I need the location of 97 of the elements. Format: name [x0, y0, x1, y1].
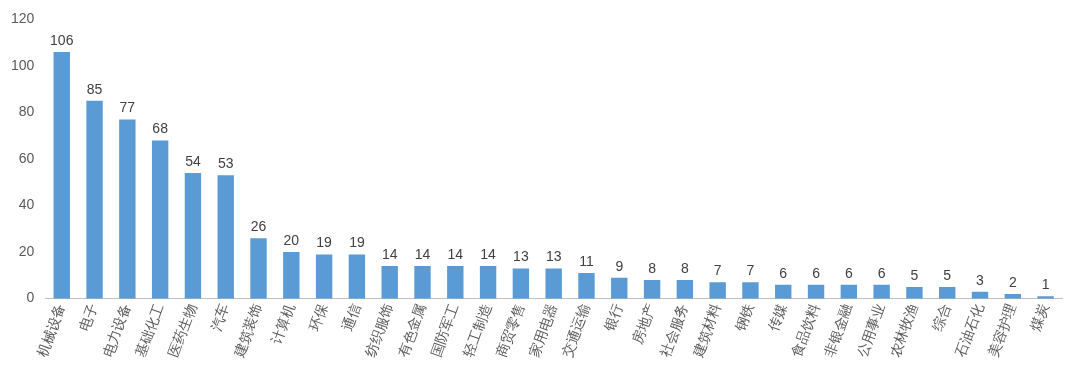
- x-tick-label: 机械设备: [33, 301, 68, 360]
- bar: [86, 100, 103, 299]
- y-tick-label: 80: [18, 103, 35, 120]
- x-tick-label: 建筑材料: [689, 301, 724, 361]
- data-label: 11: [579, 252, 594, 269]
- data-label: 5: [943, 266, 952, 283]
- x-tick-label: 通信: [338, 301, 364, 334]
- data-label: 20: [283, 231, 300, 248]
- data-label: 5: [910, 266, 919, 283]
- data-label: 14: [480, 245, 497, 262]
- data-label: 14: [414, 245, 431, 262]
- data-label: 3: [976, 271, 985, 288]
- bar: [447, 266, 464, 299]
- bar: [906, 287, 923, 299]
- x-tick-label: 煤炭: [1027, 301, 1052, 334]
- bar: [53, 51, 70, 299]
- bar: [676, 280, 694, 299]
- x-tick-label: 社会服务: [656, 301, 692, 360]
- bar: [775, 284, 792, 299]
- data-label: 8: [648, 259, 657, 276]
- data-label: 77: [119, 99, 136, 116]
- data-label: 13: [513, 248, 529, 265]
- bar: [283, 252, 300, 299]
- x-tick-label: 传媒: [764, 301, 790, 334]
- bar: [939, 287, 956, 299]
- x-tick-label: 房地产: [628, 301, 659, 347]
- x-tick-label: 石油石化: [952, 301, 987, 360]
- bar: [840, 284, 858, 299]
- x-tick-label: 电力设备: [99, 301, 134, 360]
- x-tick-label: 家用电器: [525, 301, 560, 360]
- bar: [643, 280, 661, 299]
- bar: [611, 277, 628, 299]
- x-tick-label: 汽车: [207, 301, 232, 334]
- data-label: 6: [812, 264, 821, 281]
- x-tick-label: 基础化工: [132, 301, 167, 360]
- data-label: 54: [185, 152, 201, 169]
- x-tick-label: 食品饮料: [788, 301, 823, 360]
- data-label: 53: [217, 155, 234, 172]
- bar: [807, 284, 825, 299]
- bar: [873, 284, 890, 299]
- data-label: 19: [316, 234, 333, 251]
- y-tick-label: 120: [11, 10, 35, 27]
- data-label: 9: [615, 257, 624, 274]
- bar: [315, 254, 333, 299]
- data-label: 8: [680, 259, 689, 276]
- x-tick-label: 银行: [600, 301, 626, 335]
- y-tick-label: 0: [26, 289, 35, 306]
- x-tick-label: 医药生物: [164, 301, 200, 360]
- x-tick-label: 计算机: [268, 301, 298, 347]
- data-label: 7: [746, 262, 755, 279]
- bar: [217, 175, 234, 299]
- x-tick-label: 国防军工: [427, 301, 462, 360]
- data-label: 14: [447, 245, 464, 262]
- x-tick-label: 有色金属: [394, 301, 429, 360]
- data-label: 1: [1041, 276, 1050, 293]
- data-label: 19: [349, 234, 365, 251]
- data-label: 85: [86, 80, 103, 97]
- data-label: 7: [713, 262, 722, 279]
- bar: [184, 172, 202, 299]
- x-tick-label: 美容护理: [984, 301, 1020, 360]
- data-label: 106: [50, 31, 74, 48]
- data-label: 6: [877, 264, 886, 281]
- data-label: 6: [779, 264, 788, 281]
- data-label: 2: [1008, 273, 1017, 290]
- x-tick-label: 电子: [76, 301, 101, 334]
- bar: [578, 273, 595, 299]
- bar: [545, 268, 562, 299]
- x-tick-label: 纺织服饰: [361, 301, 396, 360]
- x-tick-label: 交通运输: [558, 301, 593, 360]
- x-tick-label: 轻工制造: [460, 301, 495, 360]
- x-tick-label: 环保: [305, 301, 331, 334]
- bar: [512, 268, 530, 299]
- x-tick-label: 建筑装饰: [230, 301, 265, 361]
- bar: [348, 254, 366, 299]
- x-tick-label: 钢铁: [731, 301, 757, 335]
- x-tick-label: 商贸零售: [492, 301, 528, 360]
- bar: [250, 238, 267, 299]
- data-label: 26: [250, 217, 267, 234]
- x-tick-label: 非银金融: [820, 301, 856, 360]
- data-label: 13: [545, 248, 562, 265]
- data-label: 6: [844, 264, 853, 281]
- bar: [742, 282, 759, 299]
- y-tick-label: 100: [11, 56, 35, 73]
- y-tick-label: 20: [18, 242, 35, 259]
- y-tick-label: 60: [18, 149, 35, 166]
- data-label: 68: [152, 120, 169, 137]
- bar: [709, 282, 726, 299]
- bar: [479, 266, 497, 299]
- bar: [151, 140, 169, 299]
- data-label: 14: [381, 245, 398, 262]
- bar: [119, 119, 136, 299]
- bar: [414, 266, 431, 299]
- y-tick-label: 40: [18, 196, 35, 213]
- x-tick-label: 农林牧渔: [886, 301, 921, 360]
- x-tick-label: 综合: [928, 301, 954, 334]
- bar: [381, 266, 398, 299]
- x-tick-label: 公用事业: [853, 301, 888, 360]
